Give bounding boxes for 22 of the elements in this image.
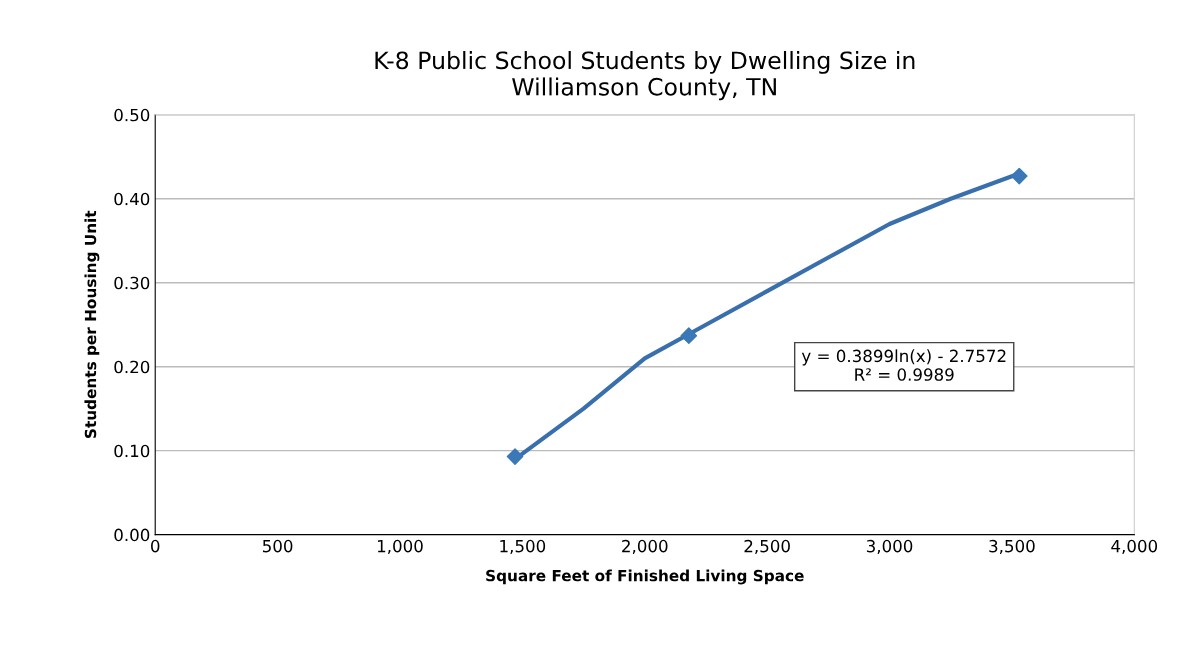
y-axis-title: Students per Housing Unit xyxy=(84,210,100,438)
y-tick-label: 0.40 xyxy=(114,192,150,206)
x-tick-label: 2,000 xyxy=(622,539,668,555)
y-tick-label: 0.30 xyxy=(114,276,150,290)
point xyxy=(1010,167,1028,185)
x-tick-label: 2,500 xyxy=(744,539,790,555)
x-tick-label: 0 xyxy=(151,539,160,553)
x-tick-label: 1,500 xyxy=(500,539,546,555)
x-tick-label: 1,000 xyxy=(377,539,423,555)
x-tick-label: 3,500 xyxy=(989,539,1035,555)
annotation: y = 0.3899ln(x) - 2.7572 R² = 0.9989 xyxy=(801,349,1006,381)
point xyxy=(506,448,524,465)
x-tick-label: 3,000 xyxy=(866,539,913,555)
point xyxy=(680,327,698,344)
y-tick-label: 0.50 xyxy=(114,108,150,122)
x-tick-label: 4,000 xyxy=(1111,539,1158,555)
x-tick-label: 500 xyxy=(262,539,293,553)
chart-title: K-8 Public School Students by Dwelling Size in Williamson County, TN xyxy=(375,50,915,101)
x-axis-title: Square Feet of Finished Living Space xyxy=(486,569,804,585)
y-tick-label: 0.10 xyxy=(114,444,150,458)
y-tick-label: 0.00 xyxy=(114,528,150,542)
y-tick-label: 0.20 xyxy=(114,360,150,374)
